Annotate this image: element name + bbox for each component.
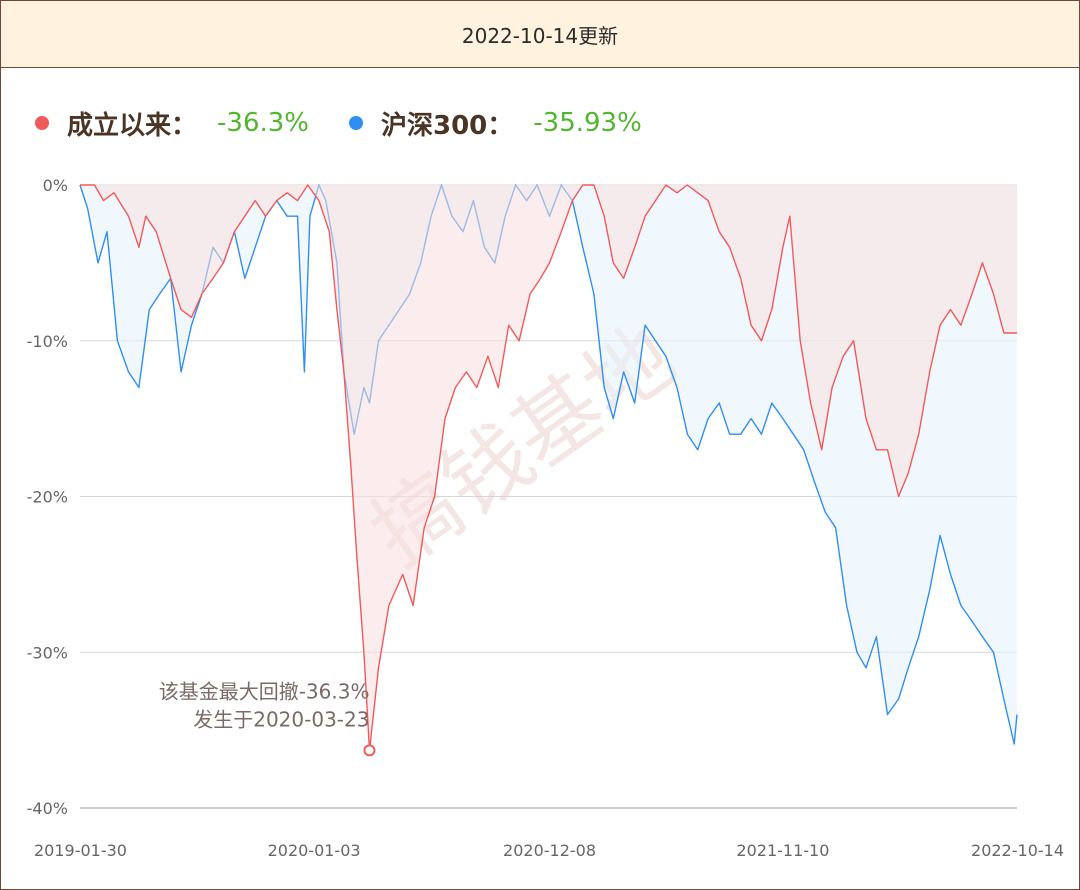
series-line-fund bbox=[80, 184, 1017, 752]
drawdown-annotation-line1: 该基金最大回撤-36.3% bbox=[159, 679, 370, 703]
legend-dot-fund bbox=[35, 116, 49, 130]
legend-dot-index bbox=[349, 116, 363, 130]
y-tick-label: -10% bbox=[27, 332, 68, 351]
update-title: 2022-10-14更新 bbox=[461, 23, 619, 48]
series-area-fund bbox=[80, 185, 1017, 751]
legend-value-fund: -36.3% bbox=[217, 108, 309, 138]
legend-label-fund: 成立以来： bbox=[67, 110, 198, 141]
series-area-index bbox=[80, 185, 1017, 745]
y-tick-label: -40% bbox=[27, 799, 68, 818]
x-tick-label: 2020-01-03 bbox=[268, 841, 361, 860]
x-tick-label: 2019-01-30 bbox=[34, 841, 127, 860]
x-tick-label: 2020-12-08 bbox=[503, 841, 596, 860]
y-tick-label: -30% bbox=[27, 643, 68, 662]
legend-value-index: -35.93% bbox=[533, 108, 642, 138]
legend-item-index[interactable]: 沪深300： -35.93% bbox=[349, 105, 642, 142]
x-tick-label: 2021-11-10 bbox=[736, 841, 829, 860]
y-tick-label: -20% bbox=[27, 488, 68, 507]
legend-item-fund[interactable]: 成立以来： -36.3% bbox=[35, 105, 309, 142]
y-tick-label: 0% bbox=[43, 176, 68, 195]
update-header: 2022-10-14更新 bbox=[1, 1, 1079, 68]
max-drawdown-marker bbox=[363, 744, 376, 757]
x-tick-label: 2022-10-14 bbox=[971, 841, 1064, 860]
drawdown-annotation-line2: 发生于2020-03-23 bbox=[193, 707, 369, 731]
legend-label-index: 沪深300： bbox=[381, 110, 514, 141]
legend: 成立以来： -36.3% 沪深300： -35.93% bbox=[35, 101, 682, 145]
